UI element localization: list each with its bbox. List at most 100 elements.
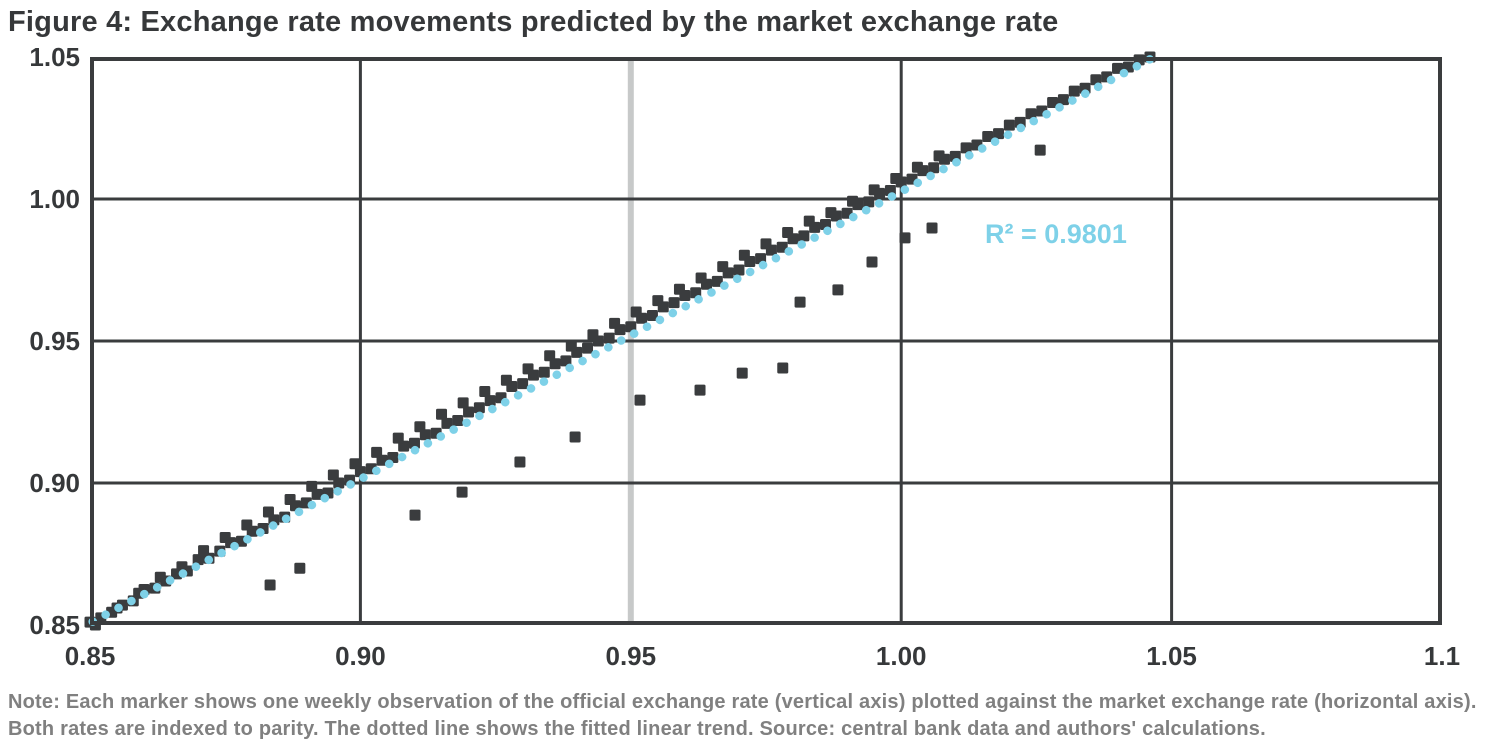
data-point <box>565 340 577 352</box>
data-point <box>241 519 253 531</box>
data-point <box>868 184 880 196</box>
x-tick-label: 1.05 <box>1146 641 1197 671</box>
data-point <box>262 506 274 518</box>
data-point <box>825 207 837 219</box>
outlier-point <box>866 256 878 268</box>
data-point <box>733 264 745 276</box>
data-point <box>847 195 859 207</box>
data-point <box>176 561 188 573</box>
plot-area: R² = 0.9801 <box>84 51 1442 631</box>
data-point <box>717 261 729 273</box>
data-point <box>993 128 1005 140</box>
data-point <box>414 421 426 433</box>
data-point <box>500 374 512 386</box>
data-point <box>782 227 794 239</box>
data-point <box>668 297 680 309</box>
data-point <box>982 131 994 143</box>
data-point <box>479 386 491 398</box>
data-point <box>484 395 496 407</box>
data-point <box>392 432 404 444</box>
data-point <box>219 532 231 544</box>
data-point <box>803 215 815 227</box>
data-point <box>863 196 875 208</box>
data-point <box>306 480 318 492</box>
plot-border <box>90 57 1442 625</box>
data-point <box>1057 94 1069 106</box>
outlier-point <box>514 456 526 468</box>
outlier-point <box>899 232 911 244</box>
data-point <box>441 417 453 429</box>
outlier-point <box>1034 144 1046 156</box>
y-tick-label: 0.90 <box>29 468 80 498</box>
data-point <box>646 309 658 321</box>
data-point <box>798 230 810 242</box>
data-point <box>408 437 420 449</box>
data-point <box>603 332 615 344</box>
data-point <box>327 469 339 481</box>
data-point <box>960 142 972 154</box>
data-point <box>711 275 723 287</box>
data-point <box>760 238 772 250</box>
footnote-line-1: Note: Each marker shows one weekly obser… <box>8 691 1477 713</box>
data-point <box>652 295 664 307</box>
x-tick-label: 0.95 <box>605 641 657 671</box>
data-point <box>154 571 166 583</box>
x-tick-label: 1.1 <box>1423 641 1461 671</box>
footnote-line-2: Both rates are indexed to parity. The do… <box>8 718 1266 740</box>
data-point <box>582 342 594 354</box>
outlier-point <box>409 509 421 521</box>
outlier-point <box>634 394 646 406</box>
data-point <box>630 306 642 318</box>
data-point <box>436 408 448 420</box>
data-point <box>198 545 210 557</box>
data-point <box>284 493 296 505</box>
outlier-point <box>694 384 706 396</box>
x-tick-label: 0.85 <box>64 641 116 671</box>
outlier-point <box>832 284 844 296</box>
data-point <box>473 402 485 414</box>
y-tick-label: 1.05 <box>29 42 80 72</box>
y-tick-label: 1.00 <box>29 184 80 214</box>
data-point <box>673 283 685 295</box>
data-point <box>738 249 750 261</box>
outlier-point <box>736 367 748 379</box>
data-point <box>933 150 945 162</box>
outlier-point <box>294 562 306 574</box>
outlier-point <box>926 222 938 234</box>
outlier-point <box>569 431 581 443</box>
data-point <box>695 272 707 284</box>
scatter-chart <box>84 51 1442 631</box>
outlier-point <box>264 579 276 591</box>
data-point <box>371 446 383 458</box>
data-point <box>1068 85 1080 97</box>
data-point <box>349 458 361 470</box>
x-tick-label: 0.90 <box>335 641 386 671</box>
outlier-point <box>456 486 468 498</box>
figure-title: Figure 4: Exchange rate movements predic… <box>8 6 1059 38</box>
data-point <box>544 350 556 362</box>
data-point <box>1025 108 1037 120</box>
data-point <box>463 406 475 418</box>
r-squared-label: R² = 0.9801 <box>985 219 1127 249</box>
data-point <box>928 162 940 174</box>
data-point <box>890 173 902 185</box>
data-point <box>1047 96 1059 108</box>
data-point <box>1003 119 1015 131</box>
data-point <box>452 415 464 427</box>
y-tick-label: 0.85 <box>29 610 80 640</box>
data-point <box>517 378 529 390</box>
data-point <box>538 366 550 378</box>
data-point <box>1090 74 1102 86</box>
x-tick-label: 1.00 <box>875 641 927 671</box>
data-point <box>192 554 204 566</box>
data-point <box>560 355 572 367</box>
trend-line <box>88 54 1156 626</box>
data-point <box>522 363 534 375</box>
data-point <box>457 397 469 409</box>
data-point <box>609 317 621 329</box>
data-point <box>587 329 599 341</box>
outlier-point <box>777 362 789 374</box>
data-point <box>911 161 923 173</box>
y-tick-label: 0.95 <box>29 326 80 356</box>
